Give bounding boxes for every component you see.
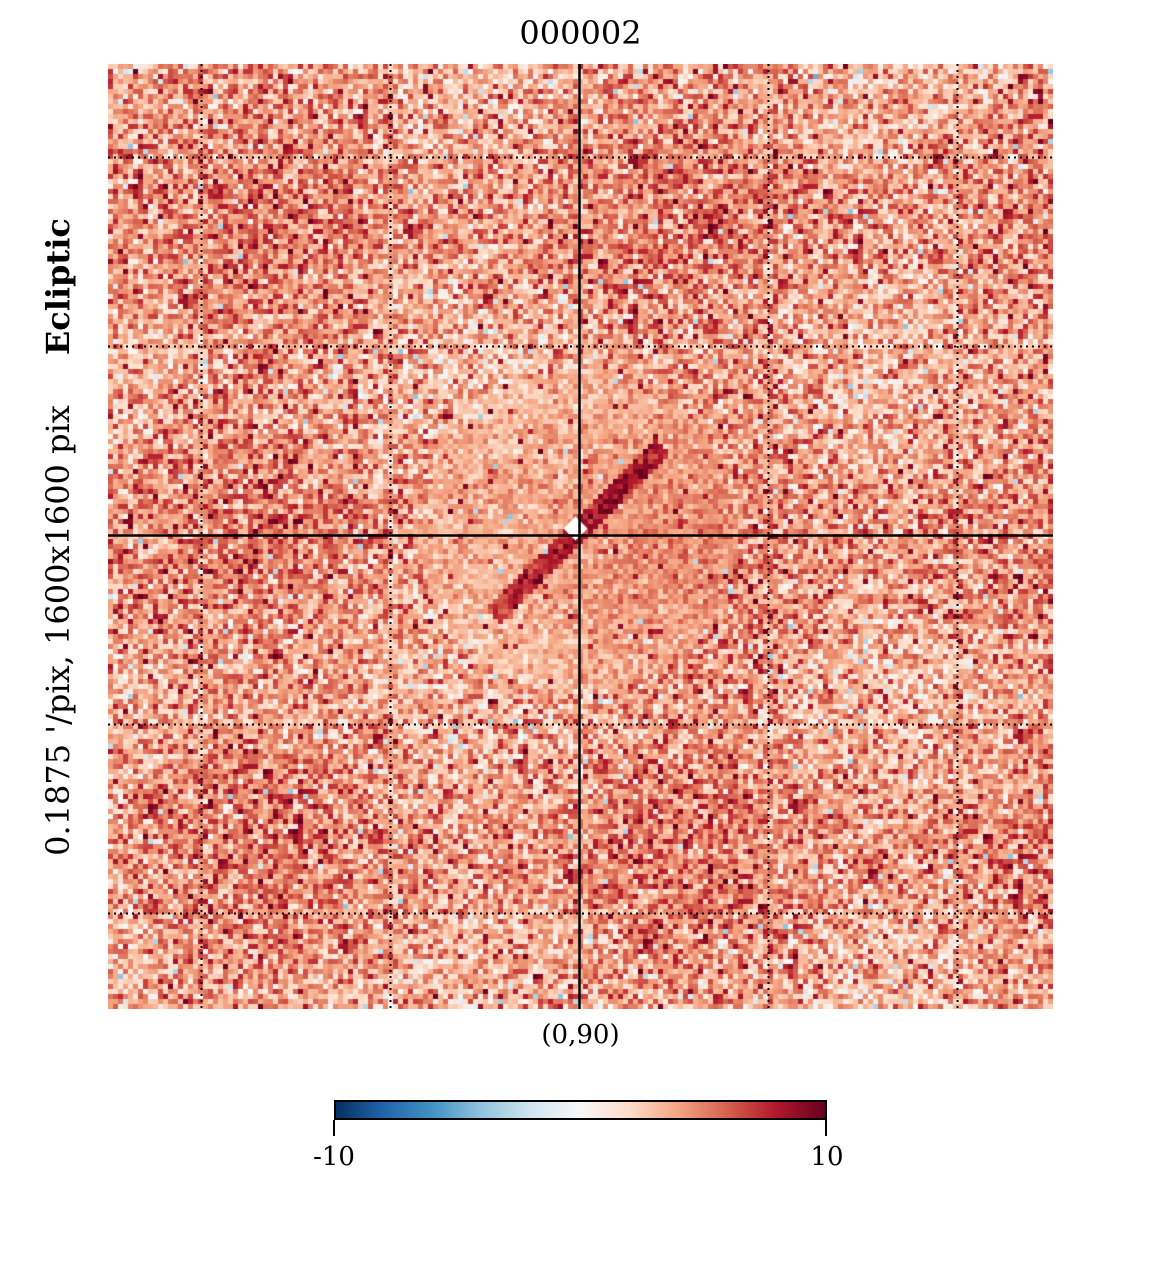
colorbar-min-label: -10 xyxy=(313,1142,355,1172)
center-coordinate-label: (0,90) xyxy=(541,1020,620,1050)
projection-label: Ecliptic xyxy=(39,218,77,356)
heatmap-overlay xyxy=(108,64,1053,1009)
colorbar-tick-max xyxy=(825,1120,827,1136)
chart-title: 000002 xyxy=(519,14,642,52)
colorbar xyxy=(334,1100,827,1120)
heatmap-plot xyxy=(108,64,1053,1009)
colorbar-tick-min xyxy=(333,1120,335,1136)
resolution-label: 0.1875 '/pix, 1600x1600 pix xyxy=(39,405,77,856)
colorbar-max-label: 10 xyxy=(810,1142,844,1172)
